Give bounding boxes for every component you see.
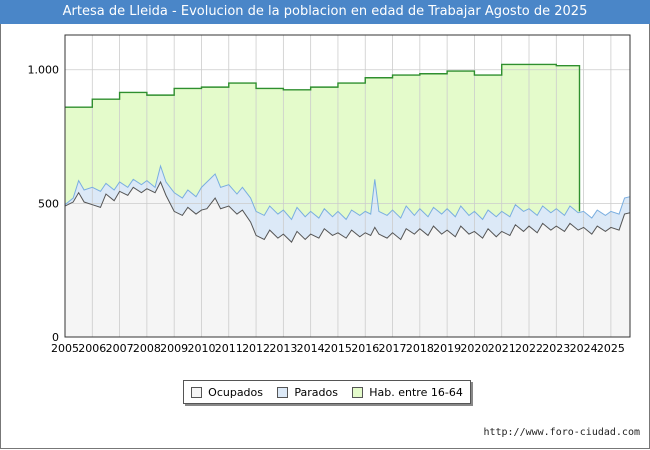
x-tick-label-2013: 2013	[269, 342, 297, 355]
legend-label-parados: Parados	[294, 385, 338, 399]
x-tick-label-2017: 2017	[379, 342, 407, 355]
ocupados-line	[64, 180, 631, 243]
x-tick-label-2016: 2016	[351, 342, 379, 355]
x-tick-label-2025: 2025	[597, 342, 625, 355]
x-tick-label-2008: 2008	[133, 342, 161, 355]
x-tick-label-2007: 2007	[106, 342, 134, 355]
parados-line	[64, 164, 631, 221]
x-tick-label-2009: 2009	[160, 342, 188, 355]
source-url[interactable]: http://www.foro-ciudad.com	[483, 427, 640, 438]
x-tick-label-2010: 2010	[187, 342, 215, 355]
x-tick-label-2021: 2021	[488, 342, 516, 355]
x-tick-label-2023: 2023	[542, 342, 570, 355]
y-tick-label-1000: 1.000	[28, 64, 60, 77]
legend-swatch-ocupados	[191, 386, 203, 398]
ocupados-area	[65, 181, 630, 337]
x-tick-label-2011: 2011	[215, 342, 243, 355]
legend-item-ocupados: Ocupados	[191, 386, 263, 399]
y-tick-label-500: 500	[38, 197, 59, 210]
plot-border	[64, 34, 631, 338]
legend-swatch-hab	[352, 386, 364, 398]
legend-label-ocupados: Ocupados	[208, 385, 264, 399]
x-tick-label-2015: 2015	[324, 342, 352, 355]
x-tick-label-2006: 2006	[78, 342, 106, 355]
legend-item-hab: Hab. entre 16-64	[352, 386, 463, 399]
x-tick-label-2018: 2018	[406, 342, 434, 355]
legend-item-parados: Parados	[277, 386, 338, 399]
legend-label-hab: Hab. entre 16-64	[369, 385, 463, 399]
chart-legend: Ocupados Parados Hab. entre 16-64	[183, 380, 471, 404]
x-tick-label-2014: 2014	[297, 342, 325, 355]
x-tick-label-2022: 2022	[515, 342, 543, 355]
x-tick-label-2012: 2012	[242, 342, 270, 355]
chart-title: Artesa de Lleida - Evolucion de la pobla…	[0, 0, 650, 24]
x-tick-label-2024: 2024	[570, 342, 598, 355]
y-tick-label-0: 0	[52, 331, 59, 344]
hab-line	[65, 63, 581, 212]
legend-swatch-parados	[277, 386, 289, 398]
x-tick-label-2020: 2020	[460, 342, 488, 355]
x-tick-label-2019: 2019	[433, 342, 461, 355]
x-tick-label-2005: 2005	[51, 342, 79, 355]
